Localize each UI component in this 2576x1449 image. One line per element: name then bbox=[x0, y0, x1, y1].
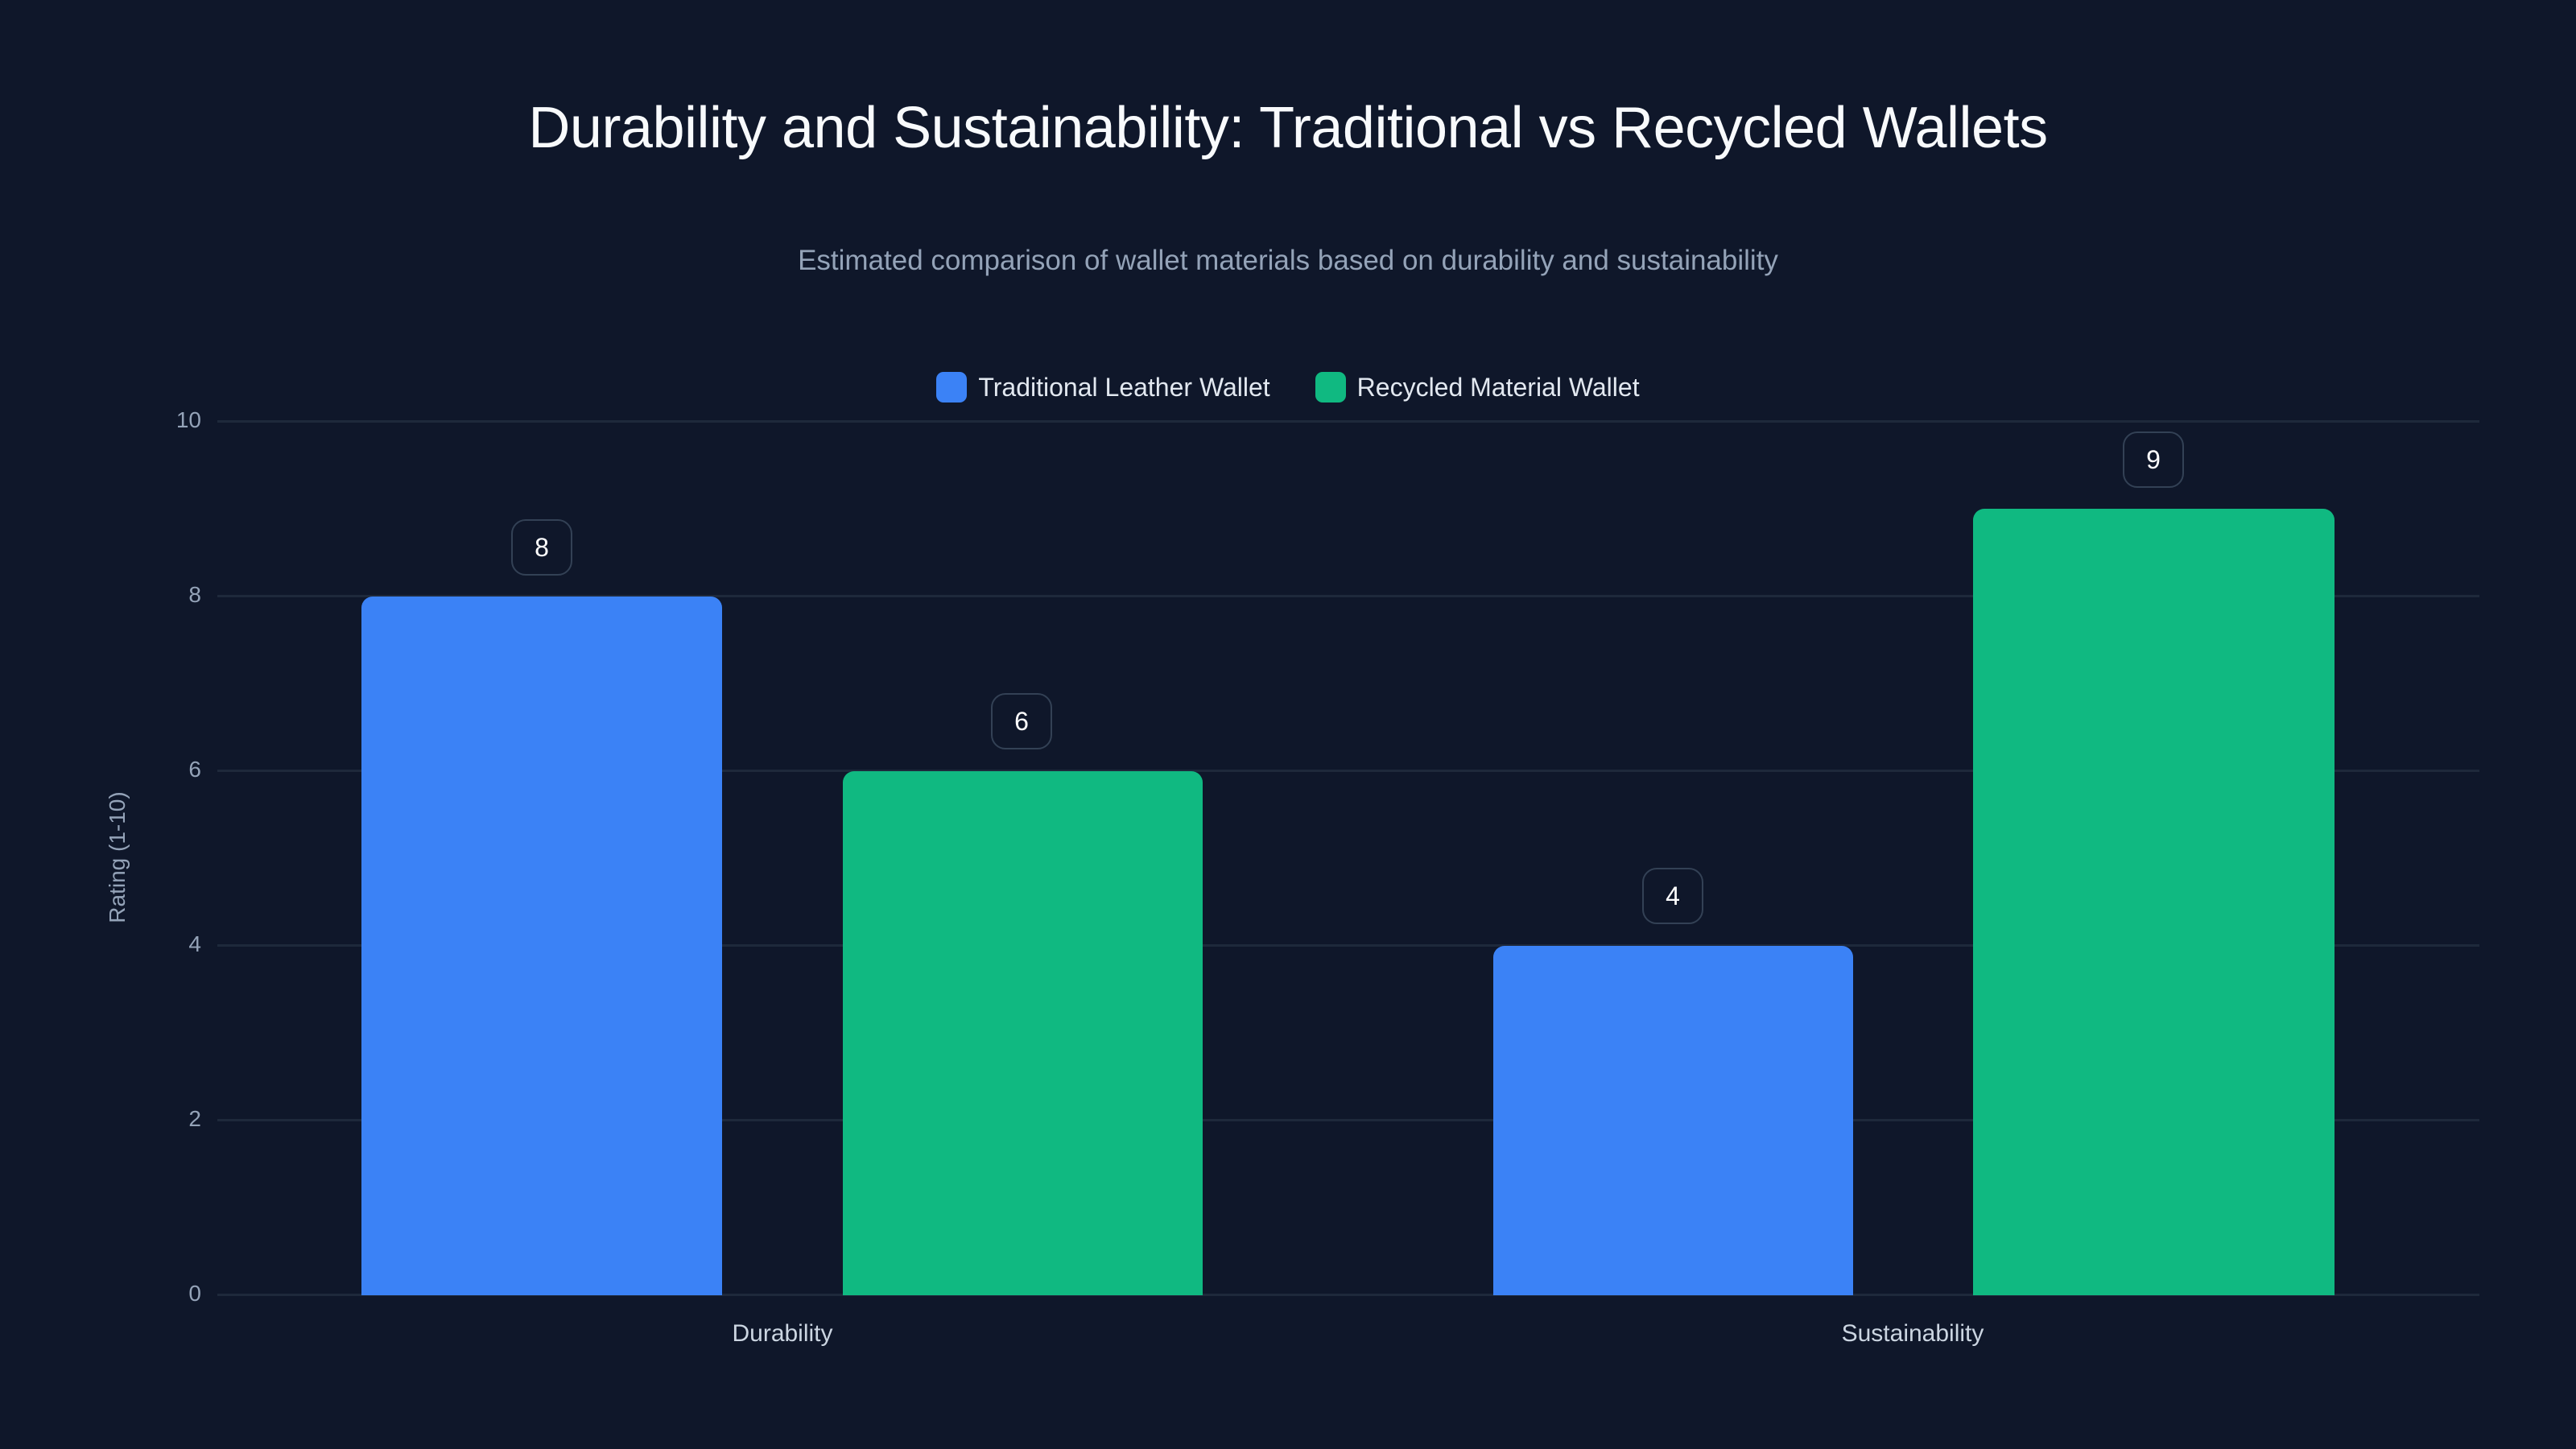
x-axis-baseline bbox=[217, 1294, 2479, 1296]
legend-item-recycled[interactable]: Recycled Material Wallet bbox=[1315, 372, 1640, 402]
legend-item-traditional[interactable]: Traditional Leather Wallet bbox=[936, 372, 1270, 402]
y-tick: 10 bbox=[175, 407, 201, 432]
gridline bbox=[217, 944, 2479, 947]
value-label: 6 bbox=[991, 693, 1052, 749]
gridline bbox=[217, 595, 2479, 597]
y-tick: 4 bbox=[188, 931, 201, 956]
legend-swatch-blue bbox=[936, 372, 968, 402]
y-axis-label: Rating (1-10) bbox=[105, 791, 130, 923]
gridline bbox=[217, 770, 2479, 772]
value-label: 8 bbox=[511, 519, 572, 576]
bar-durability-recycled[interactable] bbox=[843, 771, 1203, 1295]
y-tick: 0 bbox=[188, 1281, 201, 1306]
bar-durability-traditional[interactable] bbox=[361, 597, 722, 1295]
legend-label: Recycled Material Wallet bbox=[1356, 372, 1640, 402]
value-label: 9 bbox=[2123, 431, 2184, 488]
y-tick: 2 bbox=[188, 1106, 201, 1131]
bar-sustainability-recycled[interactable] bbox=[1973, 509, 2334, 1295]
legend: Traditional Leather Wallet Recycled Mate… bbox=[0, 372, 2576, 402]
bar-sustainability-traditional[interactable] bbox=[1493, 946, 1853, 1295]
gridline bbox=[217, 420, 2479, 423]
x-tick-sustainability: Sustainability bbox=[1841, 1320, 1984, 1347]
chart-title: Durability and Sustainability: Tradition… bbox=[528, 96, 2048, 160]
x-tick-durability: Durability bbox=[732, 1320, 833, 1347]
y-tick: 8 bbox=[188, 582, 201, 607]
chart-subtitle: Estimated comparison of wallet materials… bbox=[798, 245, 1778, 276]
gridline bbox=[217, 1119, 2479, 1121]
legend-label: Traditional Leather Wallet bbox=[978, 372, 1270, 402]
y-tick: 6 bbox=[188, 757, 201, 782]
legend-swatch-green bbox=[1315, 372, 1346, 402]
value-label: 4 bbox=[1642, 868, 1703, 924]
plot-area: 10 8 6 4 2 0 8 6 4 9 bbox=[176, 407, 2479, 1306]
